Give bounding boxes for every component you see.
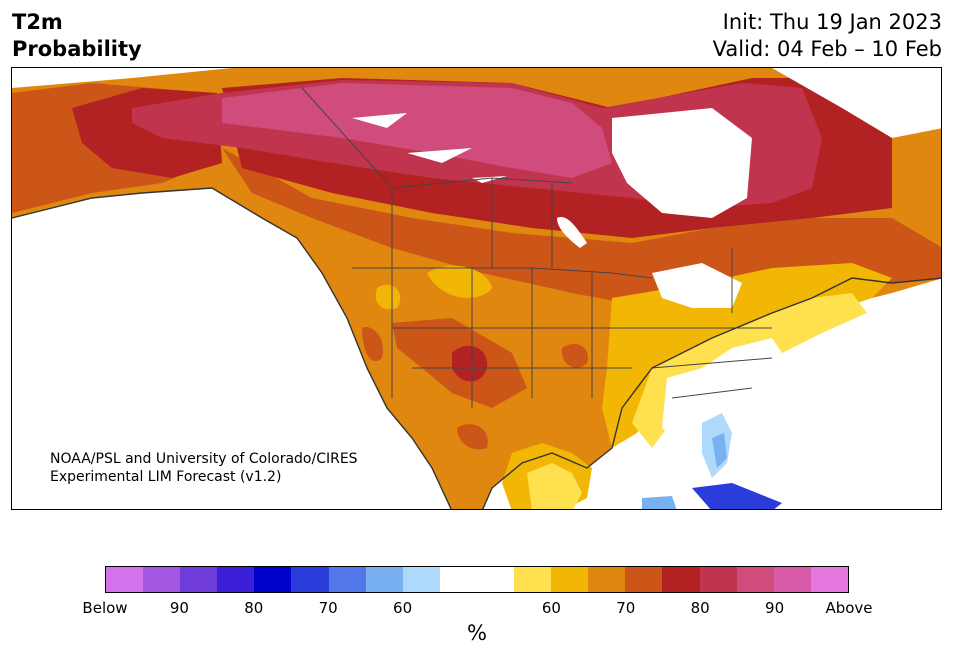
colorbar-segment [625, 567, 663, 592]
colorbar-tick-label: 90 [169, 599, 189, 617]
colorbar-segment [514, 567, 552, 592]
colorbar-unit: % [467, 621, 487, 645]
lake-b [407, 148, 472, 163]
region-80-swcore [452, 345, 488, 382]
map-title: T2m Probability [12, 9, 142, 63]
colorbar-tick-label: 60 [393, 599, 413, 617]
region-75-spot-a [561, 343, 588, 368]
colorbar-segment [662, 567, 700, 592]
region-neutral-southeast [662, 338, 792, 448]
colorbar-segment [291, 567, 329, 592]
great-lakes [652, 263, 742, 308]
region-cold-65-florida [712, 433, 727, 468]
colorbar-segment [143, 567, 181, 592]
credit-text: NOAA/PSL and University of Colorado/CIRE… [50, 450, 358, 486]
political-boundaries [301, 87, 773, 408]
colorbar-tick-label: 80 [690, 599, 710, 617]
colorbar-segment [476, 567, 515, 592]
title-line-2: Probability [12, 37, 142, 61]
colorbar-segment [365, 567, 403, 592]
region-60-east [632, 293, 867, 448]
probability-map: NOAA/PSL and University of Colorado/CIRE… [11, 67, 942, 510]
colorbar-segment [551, 567, 589, 592]
hudson-bay [612, 108, 752, 218]
colorbar-tick-label: 90 [765, 599, 785, 617]
colorbar-tick-label: Below [82, 599, 128, 617]
region-65-mountain [427, 265, 492, 298]
region-60-gulf [527, 463, 582, 509]
colorbar-segment [810, 567, 848, 592]
colorbar-segment [106, 567, 144, 592]
region-cold-65-caribbean [642, 496, 677, 509]
boundary-line-n [671, 387, 753, 399]
lake-d [472, 176, 507, 183]
colorbar-segment [217, 567, 255, 592]
colorbar-segment [402, 567, 440, 592]
forecast-info: Init: Thu 19 Jan 2023 Valid: 04 Feb – 10… [713, 9, 942, 63]
colorbar-tick-label: 70 [616, 599, 636, 617]
colorbar-segment [773, 567, 811, 592]
colorbar-segment [736, 567, 774, 592]
boundary-line-g [301, 87, 573, 189]
arctic-bay [772, 68, 941, 138]
credit-line-1: NOAA/PSL and University of Colorado/CIRE… [50, 451, 358, 467]
colorbar-segment [439, 567, 477, 592]
colorbar-segment [699, 567, 737, 592]
title-line-1: T2m [12, 10, 63, 34]
coastline [12, 187, 941, 509]
us-canada-border [352, 267, 653, 279]
region-75-spot-c [457, 424, 488, 450]
colorbar-segment [254, 567, 292, 592]
valid-range: Valid: 04 Feb – 10 Feb [712, 37, 942, 61]
colorbar-segment [328, 567, 366, 592]
colorbar-segment [180, 567, 218, 592]
lake-a [352, 113, 407, 128]
region-65-pacific [375, 284, 401, 310]
colorbar-segment [588, 567, 626, 592]
colorbar-tick-label: 70 [318, 599, 338, 617]
boundary-line-m [651, 357, 773, 369]
lake-c [557, 217, 587, 248]
credit-line-2: Experimental LIM Forecast (v1.2) [50, 469, 282, 485]
region-75-spot-b [362, 327, 383, 362]
colorbar [105, 566, 849, 593]
map-canvas [12, 68, 941, 509]
init-date: Init: Thu 19 Jan 2023 [722, 10, 942, 34]
region-cold-75-cuba [692, 483, 782, 509]
colorbar-tick-label: 60 [541, 599, 561, 617]
colorbar-tick-label: Above [825, 599, 873, 617]
colorbar-tick-label: 80 [244, 599, 264, 617]
